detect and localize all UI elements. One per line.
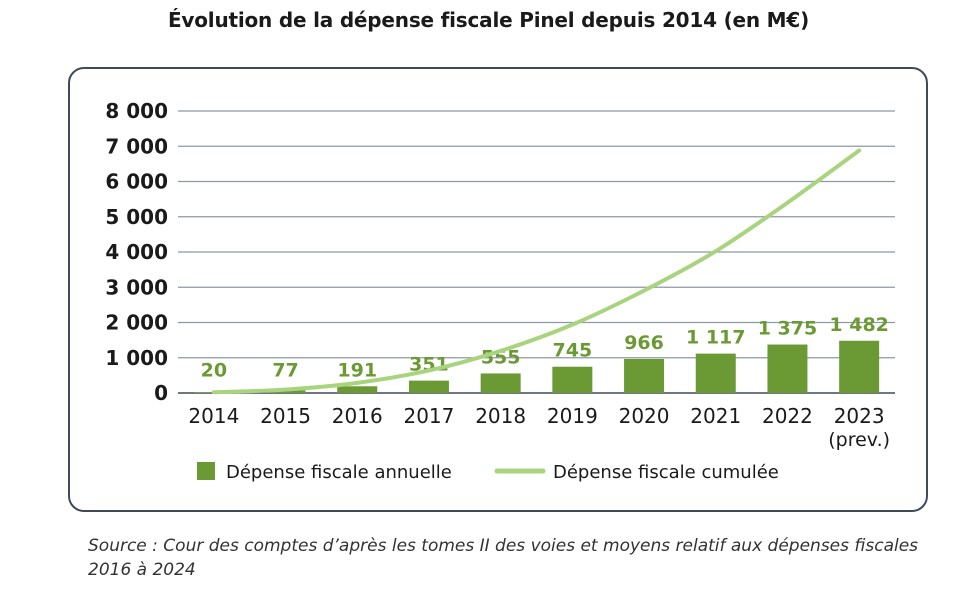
bar-value-label: 1 375 [758, 318, 818, 340]
x-tick-label: 2022 [762, 404, 813, 428]
x-tick-label: 2018 [475, 404, 526, 428]
bar-value-label: 191 [337, 359, 377, 381]
x-tick-label: 2017 [403, 404, 454, 428]
bar [552, 366, 593, 393]
cumulative-line [211, 148, 862, 395]
bar-value-label: 745 [553, 340, 593, 362]
x-tick-sublabel: (prev.) [828, 429, 890, 451]
bar-value-label: 966 [624, 332, 664, 354]
x-tick-label: 2015 [260, 404, 311, 428]
legend-swatch-annual [197, 462, 215, 480]
legend-label-cumulative: Dépense fiscale cumulée [553, 462, 779, 483]
y-tick-label: 6 000 [105, 170, 168, 194]
bar [839, 340, 880, 393]
x-tick-label: 2019 [547, 404, 598, 428]
x-tick-label: 2016 [332, 404, 383, 428]
bar [767, 344, 808, 393]
bar [695, 353, 736, 393]
chart-frame [68, 67, 928, 512]
y-tick-label: 8 000 [105, 99, 168, 123]
bar [408, 380, 449, 393]
bar [265, 390, 306, 393]
x-tick-label: 2014 [188, 404, 239, 428]
bar-value-label: 20 [201, 360, 227, 382]
bar [624, 358, 665, 393]
bar-value-label: 77 [272, 360, 298, 382]
bar-value-label: 1 117 [686, 327, 746, 349]
y-tick-label: 2 000 [105, 311, 168, 335]
y-tick-label: 0 [154, 381, 168, 405]
y-tick-label: 5 000 [105, 205, 168, 229]
x-tick-label: 2020 [619, 404, 670, 428]
chart-title: Évolution de la dépense fiscale Pinel de… [167, 8, 810, 32]
y-tick-label: 4 000 [105, 240, 168, 264]
legend-label-annual: Dépense fiscale annuelle [226, 462, 452, 483]
bar [480, 373, 521, 393]
source-note: Source : Cour des comptes d’après les to… [88, 536, 919, 580]
bar-value-label: 1 482 [829, 314, 889, 336]
y-tick-label: 1 000 [105, 346, 168, 370]
bar [337, 386, 378, 393]
x-tick-label: 2021 [690, 404, 741, 428]
y-tick-label: 3 000 [105, 275, 168, 299]
y-tick-label: 7 000 [105, 134, 168, 158]
x-tick-label: 2023 [834, 404, 885, 428]
